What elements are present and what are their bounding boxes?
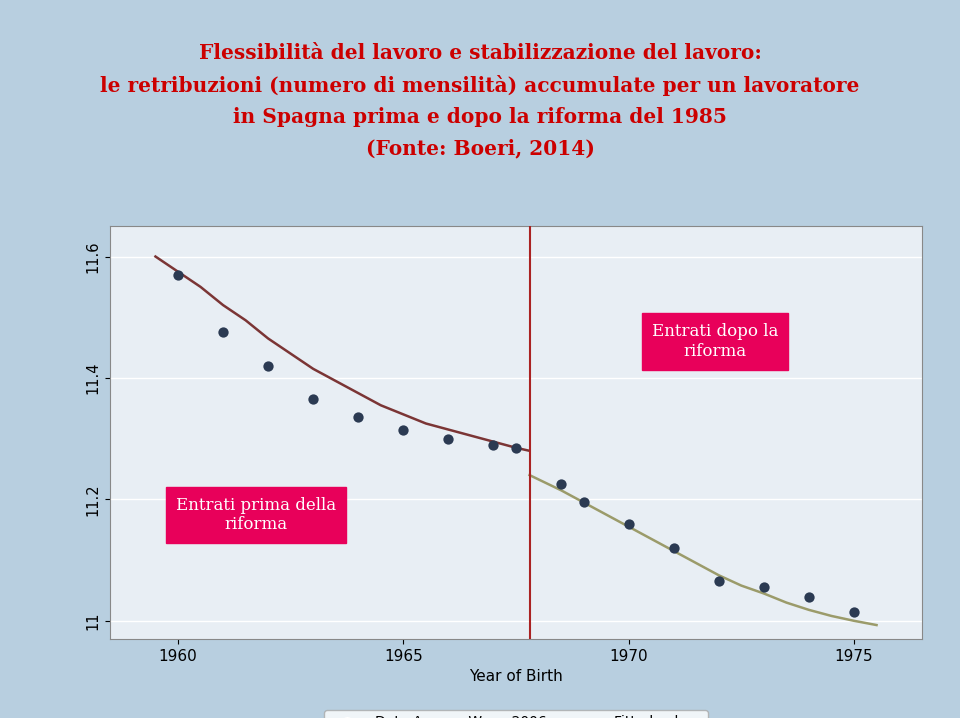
Point (509, 442, 524, 454)
Legend: Data Accum. Wage 2006, Fitted values, Fitted values: Data Accum. Wage 2006, Fitted values, Fi… (324, 710, 708, 718)
Point (847, 606, 862, 617)
Point (576, 497, 591, 508)
Text: Flessibilità del lavoro e stabilizzazione del lavoro:
le retribuzioni (numero di: Flessibilità del lavoro e stabilizzazion… (100, 43, 860, 158)
Point (350, 411, 366, 423)
Point (486, 439, 501, 450)
Point (170, 269, 185, 281)
Text: Entrati prima della
riforma: Entrati prima della riforma (177, 497, 336, 533)
Text: Entrati dopo la
riforma: Entrati dopo la riforma (652, 324, 778, 360)
Point (396, 424, 411, 435)
Point (305, 393, 321, 405)
Point (260, 360, 276, 371)
Point (621, 518, 636, 529)
Point (553, 478, 568, 490)
X-axis label: Year of Birth: Year of Birth (469, 669, 563, 684)
Point (756, 582, 772, 593)
Point (441, 433, 456, 444)
Point (666, 542, 682, 554)
Point (215, 327, 230, 338)
Point (711, 576, 727, 587)
Point (802, 591, 817, 602)
